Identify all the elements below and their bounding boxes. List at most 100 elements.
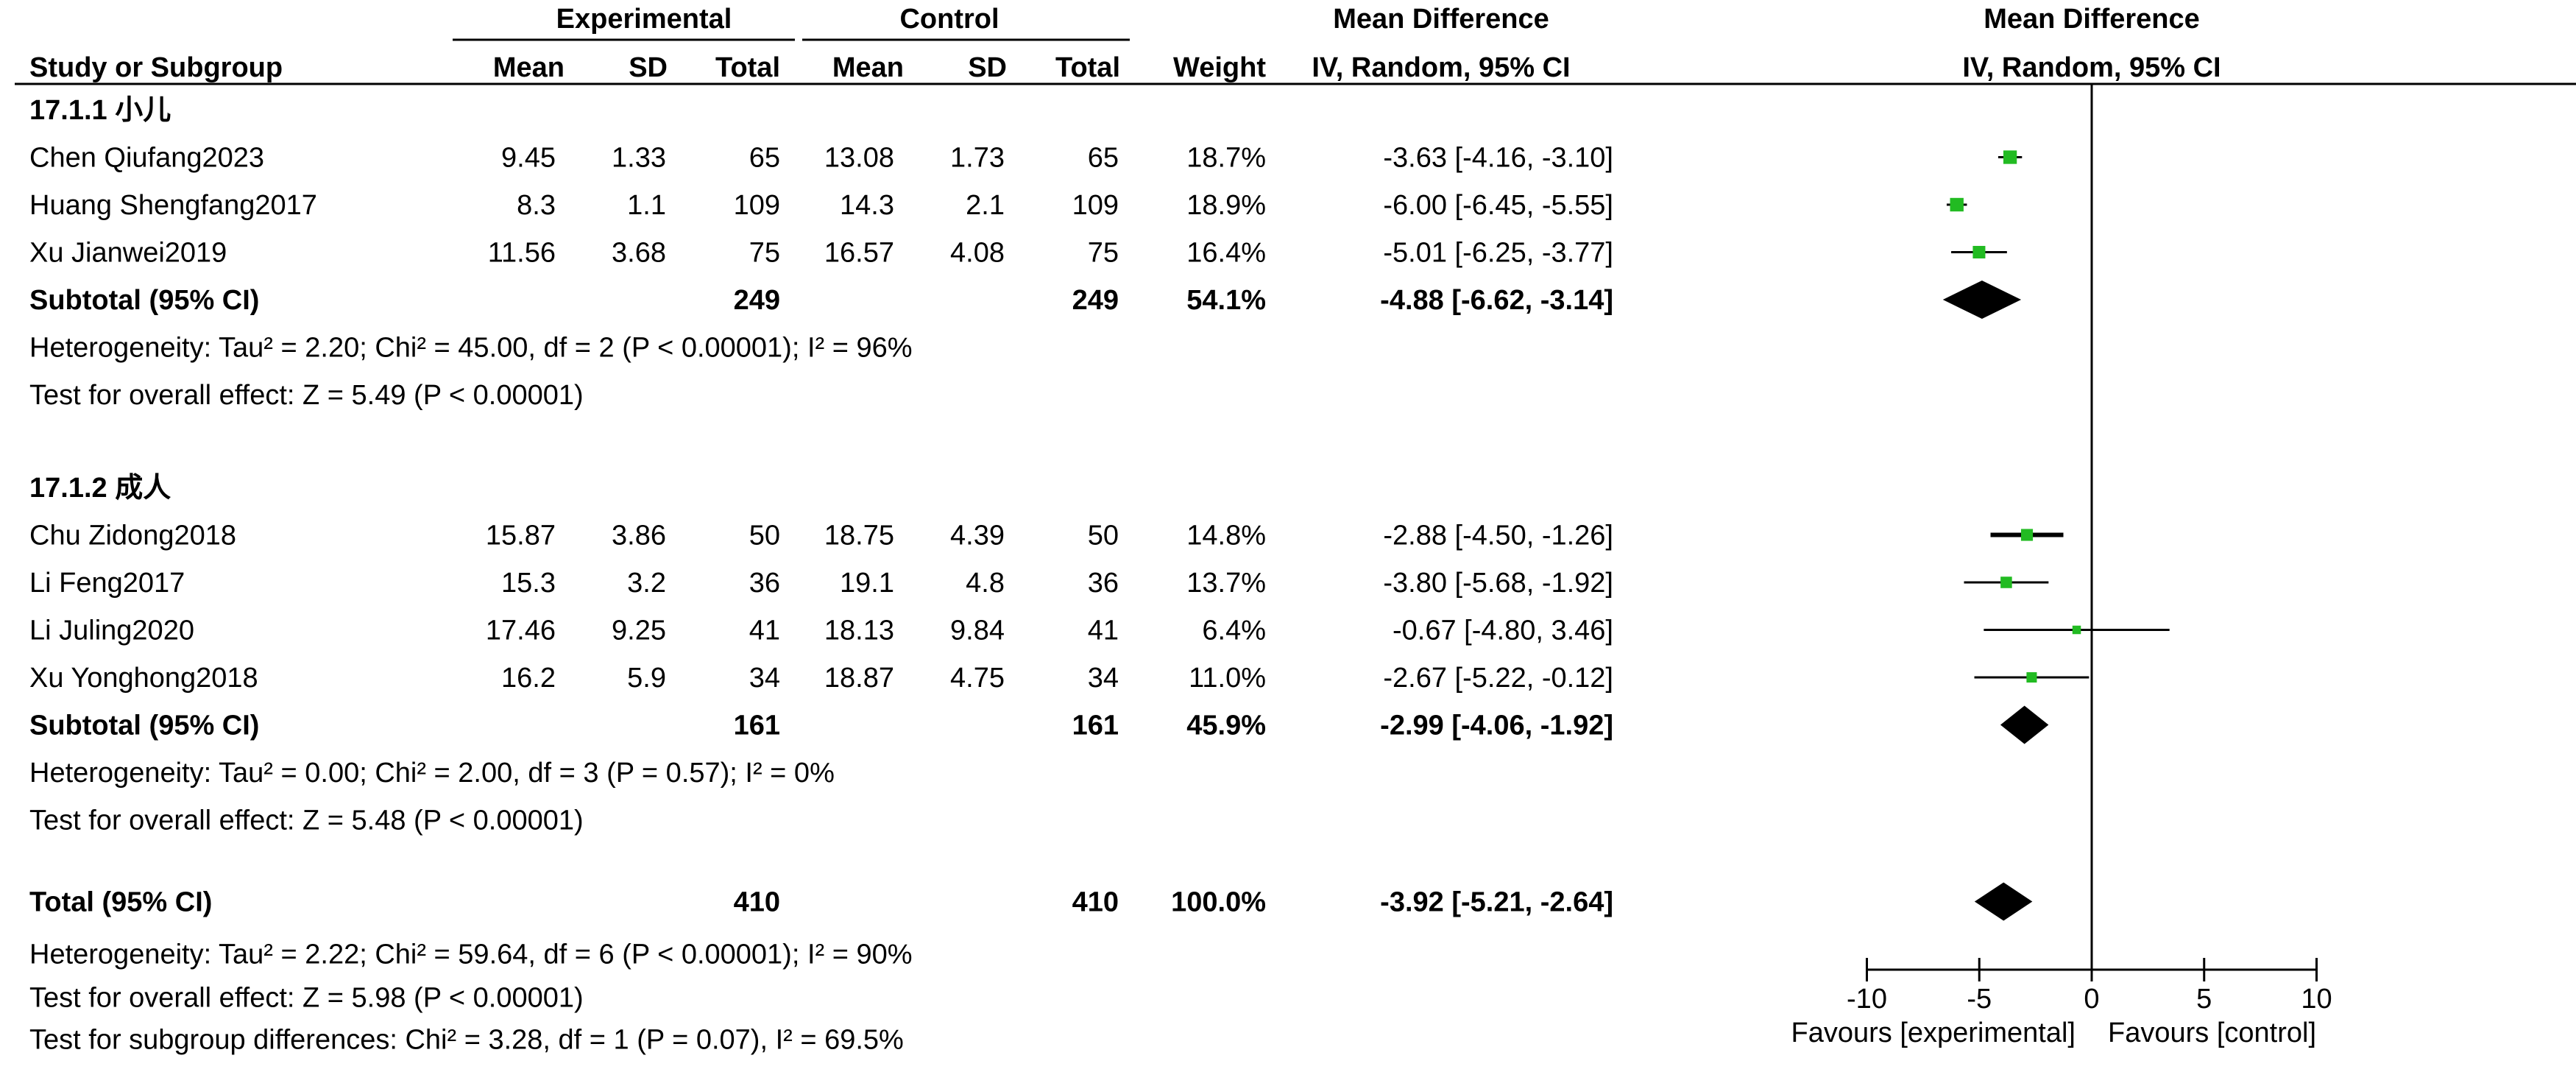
ctl-total: 50 [1088,521,1119,551]
subtotal-diamond [2000,705,2049,744]
table-rows: 17.1.1 小儿 Chen Qiufang2023 9.45 1.33 65 13.08… [29,95,1613,1056]
exp-mean: 9.45 [501,143,556,174]
study-name: Xu Jianwei2019 [29,238,227,269]
subtotal-weight: 45.9% [1186,711,1266,741]
ctl-total: 36 [1088,568,1119,599]
subtotal-weight: 54.1% [1186,285,1266,316]
study-ci: -2.88 [-4.50, -1.26] [1383,521,1613,551]
subgroup-title: 17.1.2 成人 [29,473,171,504]
exp-mean: 17.46 [486,616,556,646]
study-marker [1950,197,1964,212]
study-name: Xu Yonghong2018 [29,663,258,694]
subtotal-exp-total: 161 [734,711,780,741]
study-marker [2026,671,2037,683]
exp-mean: 15.3 [501,568,556,599]
study-weight: 16.4% [1186,238,1266,269]
favours-right-label: Favours [control] [2108,1018,2316,1048]
subgroup-title: 17.1.1 小儿 [29,95,171,126]
ctl-mean: 14.3 [840,190,894,221]
exp-sd: 3.68 [612,238,666,269]
x-tick-label: 0 [2084,984,2099,1015]
x-tick-label: 10 [2301,984,2332,1015]
subtotal-label: Subtotal (95% CI) [29,711,259,741]
header-exp-total: Total [715,52,780,83]
total-heterogeneity-text: Heterogeneity: Tau² = 2.22; Chi² = 59.64… [29,939,913,970]
total-label: Total (95% CI) [29,887,212,918]
study-marker [2020,529,2034,541]
header-ctl-sd: SD [968,52,1007,83]
header-study: Study or Subgroup [29,52,283,83]
exp-mean: 8.3 [517,190,556,221]
overall-effect-text: Test for overall effect: Z = 5.48 (P < 0… [29,805,584,836]
exp-mean: 11.56 [488,238,556,269]
heterogeneity-text: Heterogeneity: Tau² = 2.20; Chi² = 45.00… [29,333,913,364]
total-overall-effect-text: Test for overall effect: Z = 5.98 (P < 0… [29,983,584,1014]
subtotal-ci: -4.88 [-6.62, -3.14] [1380,285,1613,316]
exp-total: 41 [749,616,780,646]
exp-total: 65 [749,143,780,174]
subgroup-differences-text: Test for subgroup differences: Chi² = 3.… [29,1025,904,1056]
study-weight: 14.8% [1186,521,1266,551]
study-name: Chen Qiufang2023 [29,143,264,174]
study-weight: 18.9% [1186,190,1266,221]
header-plot-measure: Mean Difference [1984,4,2200,35]
x-tick-label: 5 [2196,984,2212,1015]
subtotal-label: Subtotal (95% CI) [29,285,259,316]
header-ctl-total: Total [1055,52,1120,83]
exp-sd: 1.33 [612,143,666,174]
study-ci: -0.67 [-4.80, 3.46] [1393,616,1613,646]
header-ci: IV, Random, 95% CI [1312,52,1570,83]
study-weight: 11.0% [1189,663,1266,694]
favours-left-label: Favours [experimental] [1791,1018,2076,1048]
exp-total: 109 [734,190,780,221]
ctl-sd: 4.08 [950,238,1005,269]
study-ci: -6.00 [-6.45, -5.55] [1383,190,1613,221]
study-ci: -5.01 [-6.25, -3.77] [1383,238,1613,269]
study-weight: 18.7% [1186,143,1266,174]
ctl-sd: 1.73 [950,143,1005,174]
study-ci: -3.63 [-4.16, -3.10] [1383,143,1613,174]
ctl-total: 34 [1088,663,1119,694]
total-diamond [1974,882,2033,921]
header-ctl-mean: Mean [832,52,904,83]
study-marker [2072,625,2081,635]
total-ci: -3.92 [-5.21, -2.64] [1380,887,1613,918]
ctl-sd: 4.39 [950,521,1005,551]
ctl-mean: 13.08 [824,143,894,174]
exp-total: 75 [749,238,780,269]
exp-total: 34 [749,663,780,694]
exp-total: 50 [749,521,780,551]
exp-sd: 9.25 [612,616,666,646]
header-effect-measure: Mean Difference [1333,4,1549,35]
total-ctl-total: 410 [1072,887,1119,918]
study-weight: 6.4% [1202,616,1266,646]
exp-sd: 3.86 [612,521,666,551]
x-tick-label: -10 [1847,984,1887,1015]
ctl-total: 109 [1072,190,1119,221]
exp-sd: 5.9 [627,663,666,694]
study-weight: 13.7% [1186,568,1266,599]
header-control: Control [899,4,999,35]
subtotal-ctl-total: 249 [1072,285,1119,316]
ctl-sd: 4.75 [950,663,1005,694]
overall-effect-text: Test for overall effect: Z = 5.49 (P < 0… [29,380,584,411]
ctl-total: 75 [1088,238,1119,269]
ctl-mean: 18.13 [824,616,894,646]
study-name: Chu Zidong2018 [29,521,236,551]
header-plot-ci: IV, Random, 95% CI [1962,52,2221,83]
study-name: Huang Shengfang2017 [29,190,317,221]
exp-mean: 16.2 [501,663,556,694]
exp-sd: 1.1 [627,190,666,221]
exp-sd: 3.2 [627,568,666,599]
plot-area: -10 -5 0 5 10 Favours [experimental] Favours [… [1791,84,2332,1048]
exp-total: 36 [749,568,780,599]
ctl-total: 65 [1088,143,1119,174]
study-marker [1972,245,1986,259]
exp-mean: 15.87 [486,521,556,551]
ctl-sd: 2.1 [966,190,1005,221]
study-ci: -2.67 [-5.22, -0.12] [1383,663,1613,694]
study-name: Li Feng2017 [29,568,185,599]
ctl-mean: 18.87 [824,663,894,694]
